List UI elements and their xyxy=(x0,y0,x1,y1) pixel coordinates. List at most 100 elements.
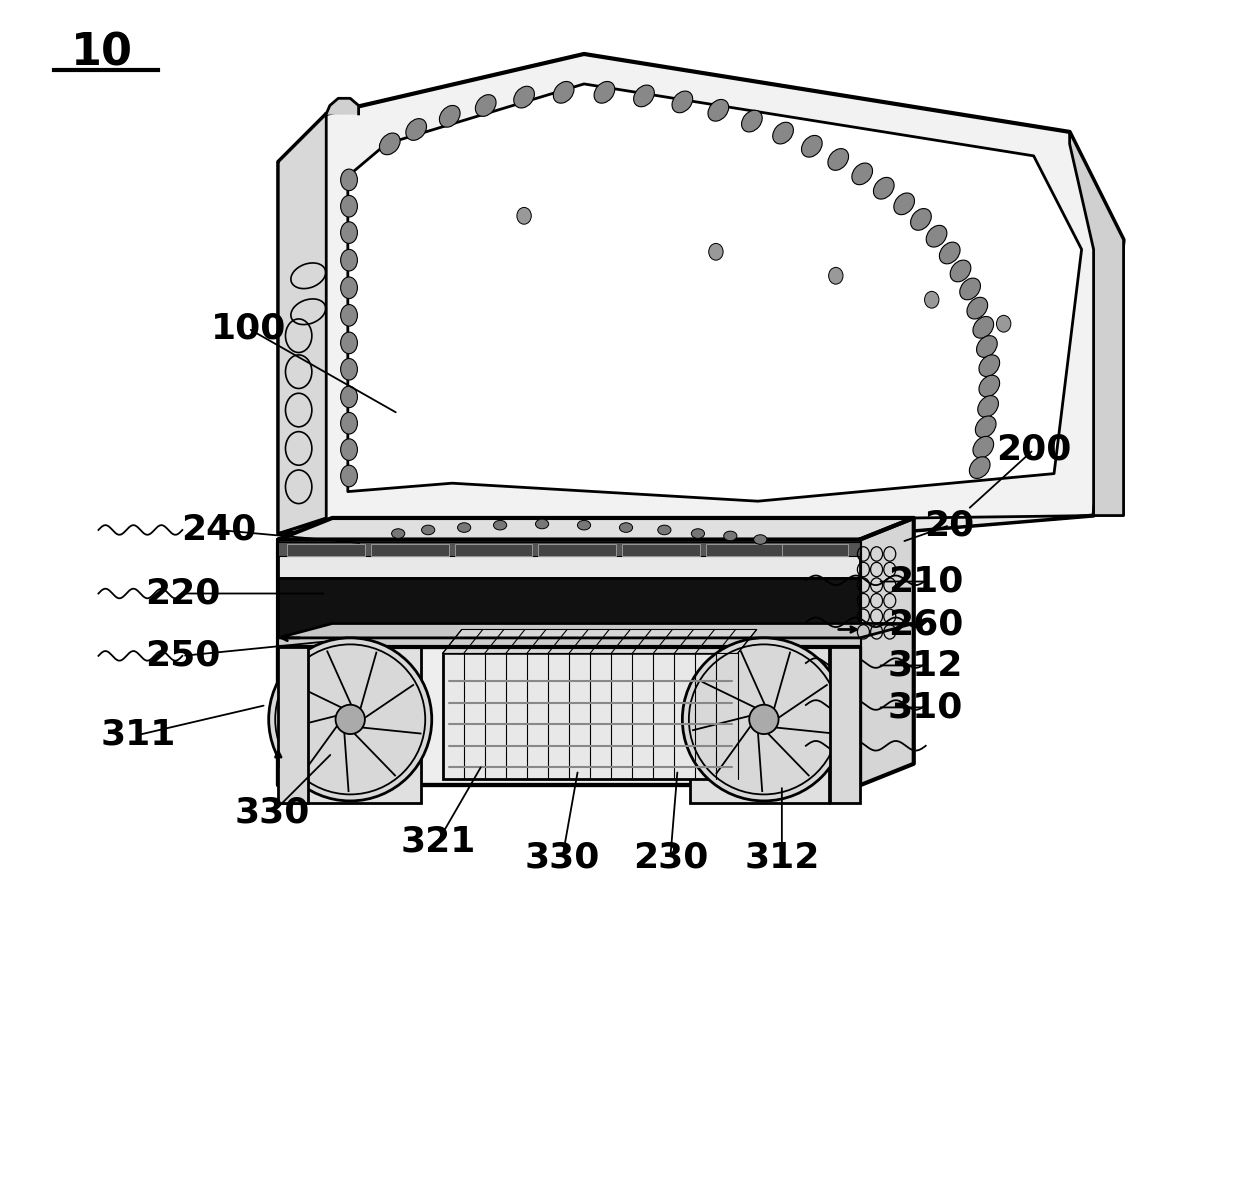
Text: 230: 230 xyxy=(632,840,708,874)
Ellipse shape xyxy=(341,359,357,380)
Text: 321: 321 xyxy=(401,825,475,858)
Text: 20: 20 xyxy=(925,508,975,542)
Ellipse shape xyxy=(672,91,693,113)
Ellipse shape xyxy=(967,297,987,319)
Ellipse shape xyxy=(801,135,822,157)
Bar xyxy=(278,540,859,578)
Bar xyxy=(371,544,449,556)
Text: 200: 200 xyxy=(996,433,1071,466)
Ellipse shape xyxy=(517,207,531,224)
Ellipse shape xyxy=(341,222,357,243)
Ellipse shape xyxy=(960,278,981,300)
Ellipse shape xyxy=(341,439,357,460)
Circle shape xyxy=(336,705,365,734)
Polygon shape xyxy=(278,623,914,638)
Ellipse shape xyxy=(513,86,534,108)
Ellipse shape xyxy=(553,82,574,103)
Ellipse shape xyxy=(458,523,471,532)
Ellipse shape xyxy=(422,525,435,535)
Bar xyxy=(278,578,859,647)
Circle shape xyxy=(269,638,432,801)
Ellipse shape xyxy=(828,267,843,284)
Ellipse shape xyxy=(976,416,996,438)
Ellipse shape xyxy=(940,242,960,264)
Ellipse shape xyxy=(634,85,655,107)
Ellipse shape xyxy=(978,396,998,417)
Ellipse shape xyxy=(341,195,357,217)
Polygon shape xyxy=(278,516,1094,543)
Bar xyxy=(830,647,859,803)
Ellipse shape xyxy=(341,249,357,271)
Text: 220: 220 xyxy=(145,577,219,610)
Bar xyxy=(286,544,365,556)
Text: 330: 330 xyxy=(525,840,600,874)
Polygon shape xyxy=(326,98,358,114)
Bar xyxy=(278,542,859,556)
Text: 312: 312 xyxy=(744,840,820,874)
Ellipse shape xyxy=(970,457,990,478)
Text: 312: 312 xyxy=(888,649,963,682)
Ellipse shape xyxy=(475,95,496,116)
Ellipse shape xyxy=(341,277,357,299)
Bar xyxy=(278,647,309,803)
Ellipse shape xyxy=(773,122,794,144)
Ellipse shape xyxy=(925,291,939,308)
Ellipse shape xyxy=(341,465,357,487)
Polygon shape xyxy=(278,114,326,534)
Ellipse shape xyxy=(977,336,997,357)
Bar xyxy=(443,653,738,779)
Ellipse shape xyxy=(405,119,427,140)
Ellipse shape xyxy=(708,100,729,121)
Ellipse shape xyxy=(341,386,357,408)
Text: 210: 210 xyxy=(888,565,963,598)
Polygon shape xyxy=(278,54,1123,543)
Bar xyxy=(455,544,532,556)
Ellipse shape xyxy=(709,243,723,260)
Ellipse shape xyxy=(536,519,548,529)
Ellipse shape xyxy=(742,110,763,132)
Polygon shape xyxy=(443,629,756,653)
Ellipse shape xyxy=(926,225,947,247)
Ellipse shape xyxy=(578,520,590,530)
Bar xyxy=(782,544,848,556)
Ellipse shape xyxy=(997,315,1011,332)
Bar xyxy=(281,647,420,803)
Ellipse shape xyxy=(724,531,737,541)
Text: 240: 240 xyxy=(181,513,255,547)
Ellipse shape xyxy=(341,169,357,191)
Ellipse shape xyxy=(873,177,894,199)
Ellipse shape xyxy=(341,332,357,354)
Text: 250: 250 xyxy=(145,639,219,673)
Ellipse shape xyxy=(978,355,999,376)
Ellipse shape xyxy=(341,305,357,326)
Circle shape xyxy=(749,705,779,734)
Ellipse shape xyxy=(852,163,873,185)
Ellipse shape xyxy=(494,520,507,530)
Ellipse shape xyxy=(620,523,632,532)
Polygon shape xyxy=(348,84,1081,501)
Ellipse shape xyxy=(828,149,848,170)
Text: 310: 310 xyxy=(888,691,963,724)
Circle shape xyxy=(682,638,846,801)
Text: 10: 10 xyxy=(71,31,133,74)
Ellipse shape xyxy=(439,106,460,127)
Ellipse shape xyxy=(692,529,704,538)
Ellipse shape xyxy=(973,317,993,338)
Ellipse shape xyxy=(657,525,671,535)
Ellipse shape xyxy=(341,412,357,434)
Text: 260: 260 xyxy=(888,608,963,641)
Polygon shape xyxy=(859,518,914,785)
Ellipse shape xyxy=(950,260,971,282)
Ellipse shape xyxy=(978,375,999,397)
Text: 100: 100 xyxy=(211,312,286,345)
Ellipse shape xyxy=(392,529,404,538)
Ellipse shape xyxy=(594,82,615,103)
Bar xyxy=(707,544,784,556)
Bar xyxy=(622,544,701,556)
Bar xyxy=(278,638,859,647)
Ellipse shape xyxy=(910,209,931,230)
Text: 311: 311 xyxy=(100,718,176,752)
Bar xyxy=(689,647,828,803)
Text: 330: 330 xyxy=(234,796,310,830)
Bar xyxy=(538,544,616,556)
